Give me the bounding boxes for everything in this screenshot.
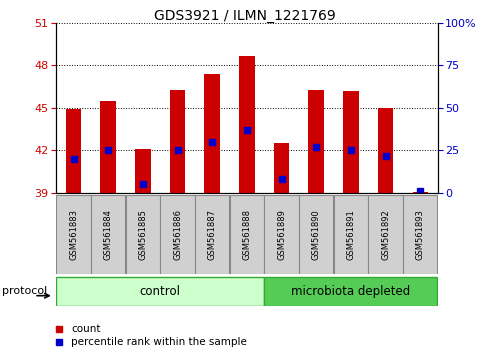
Text: GSM561893: GSM561893 bbox=[415, 209, 424, 260]
Bar bbox=[343, 91, 358, 193]
Bar bbox=[264, 277, 437, 306]
Bar bbox=[412, 192, 427, 193]
Bar bbox=[333, 195, 367, 274]
Text: count: count bbox=[71, 324, 100, 333]
Bar bbox=[169, 90, 185, 193]
Bar bbox=[308, 90, 324, 193]
Bar bbox=[56, 277, 264, 306]
Bar bbox=[65, 109, 81, 193]
Text: GSM561883: GSM561883 bbox=[69, 209, 78, 260]
Text: GSM561885: GSM561885 bbox=[138, 209, 147, 260]
Bar bbox=[239, 56, 254, 193]
Bar bbox=[229, 195, 264, 274]
Bar bbox=[402, 195, 437, 274]
Text: GSM561892: GSM561892 bbox=[380, 209, 389, 260]
Text: GSM561889: GSM561889 bbox=[277, 209, 285, 260]
Bar bbox=[377, 108, 393, 193]
Bar bbox=[264, 195, 298, 274]
Bar bbox=[135, 149, 150, 193]
Text: microbiota depleted: microbiota depleted bbox=[291, 285, 410, 298]
Bar bbox=[160, 195, 194, 274]
Text: protocol: protocol bbox=[2, 286, 48, 296]
Text: GSM561891: GSM561891 bbox=[346, 209, 355, 260]
Bar bbox=[273, 143, 289, 193]
Bar bbox=[56, 195, 91, 274]
Bar bbox=[368, 195, 402, 274]
Text: GSM561887: GSM561887 bbox=[207, 209, 216, 260]
Text: GSM561890: GSM561890 bbox=[311, 209, 320, 260]
Bar bbox=[125, 195, 160, 274]
Bar bbox=[299, 195, 333, 274]
Bar bbox=[195, 195, 229, 274]
Text: GSM561886: GSM561886 bbox=[173, 209, 182, 260]
Bar bbox=[100, 101, 116, 193]
Text: GSM561884: GSM561884 bbox=[103, 209, 113, 260]
Text: percentile rank within the sample: percentile rank within the sample bbox=[71, 337, 246, 347]
Bar bbox=[204, 74, 220, 193]
Text: GSM561888: GSM561888 bbox=[242, 209, 251, 260]
Text: GDS3921 / ILMN_1221769: GDS3921 / ILMN_1221769 bbox=[153, 9, 335, 23]
Text: control: control bbox=[140, 285, 181, 298]
Bar bbox=[91, 195, 125, 274]
